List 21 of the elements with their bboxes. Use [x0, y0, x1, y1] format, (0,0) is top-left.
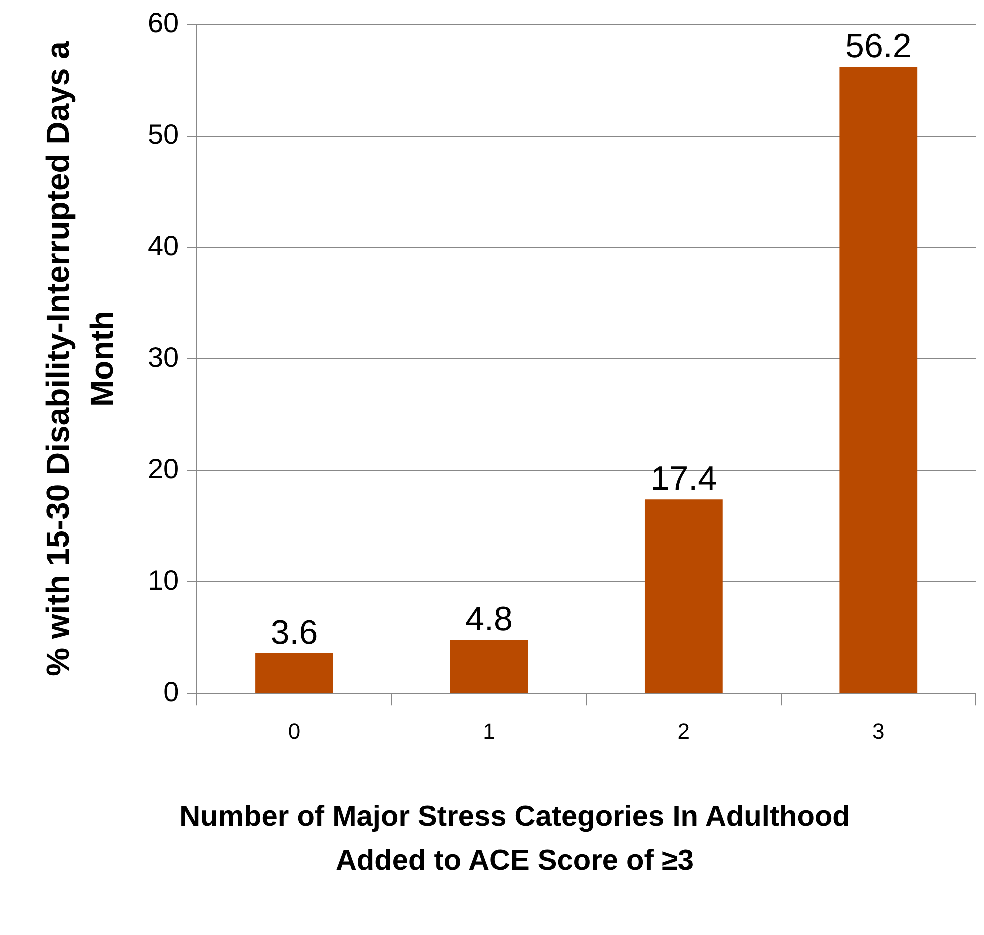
- bar: [256, 653, 334, 694]
- y-tick-label: 20: [148, 453, 180, 484]
- x-tick-label: 1: [483, 718, 496, 744]
- bar: [840, 67, 918, 694]
- y-tick-label: 40: [148, 230, 180, 262]
- y-tick-label: 30: [148, 342, 180, 373]
- y-tick-label: 50: [148, 118, 180, 150]
- data-label: 56.2: [846, 28, 912, 66]
- y-tick-label: 60: [148, 8, 180, 39]
- x-tick-label: 2: [678, 718, 690, 744]
- y-tick-label: 10: [148, 564, 180, 596]
- bar: [450, 640, 528, 694]
- bar: [644, 500, 723, 694]
- data-label: 4.8: [466, 600, 513, 638]
- y-tick-label: 0: [164, 676, 180, 708]
- data-label: 3.6: [270, 614, 318, 652]
- y-axis-title: % with 15-30 Disability-Interrupted Days a Month: [39, 40, 121, 678]
- x-tick-label: 3: [872, 718, 885, 744]
- data-label: 17.4: [650, 460, 718, 498]
- x-axis-title: Number of Major Stress Categories In Adulthood Added to ACE Score of ≥3: [178, 800, 852, 879]
- x-tick-label: 0: [288, 718, 301, 744]
